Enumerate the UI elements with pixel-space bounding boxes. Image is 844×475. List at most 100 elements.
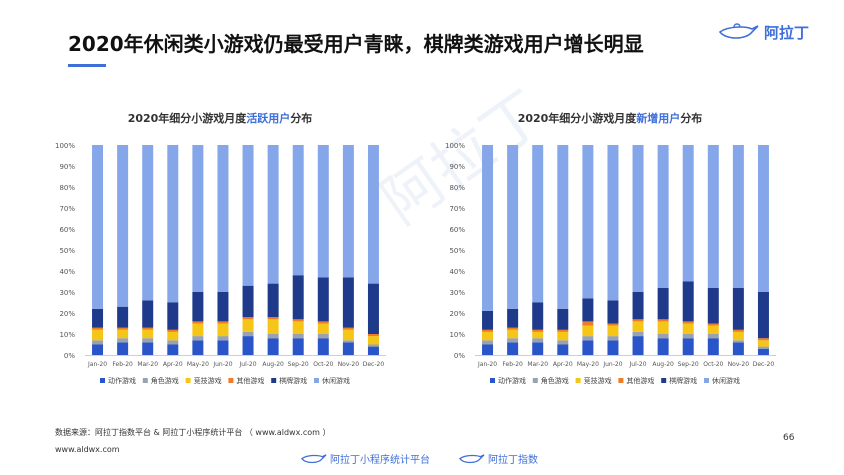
bar-segment-action — [342, 342, 354, 355]
page-title: 2020年休闲类小游戏仍最受用户青睐，棋牌类游戏用户增长明显 — [68, 32, 644, 56]
legend-swatch-casual — [314, 378, 319, 383]
bar-segment-other — [317, 321, 329, 324]
bar-segment-other — [532, 329, 544, 332]
x-tick-label: Mar-20 — [137, 361, 158, 368]
bar-segment-casual — [582, 145, 594, 299]
bar-segment-sports — [707, 325, 719, 334]
x-tick-label: May-20 — [187, 361, 209, 368]
bar-segment-casual — [557, 145, 569, 309]
bar-segment-board — [117, 306, 129, 328]
x-tick-label: May-20 — [577, 361, 599, 368]
chart-title: 2020年细分小游戏月度活跃用户分布 — [128, 111, 313, 125]
y-tick-label: 0% — [454, 352, 465, 360]
bar-segment-other — [267, 317, 279, 320]
bar-segment-role — [342, 340, 354, 343]
y-tick-label: 60% — [59, 226, 75, 234]
bar-segment-board — [682, 281, 694, 322]
y-tick-label: 100% — [55, 142, 75, 150]
bar-segment-board — [192, 292, 204, 322]
bar-segment-sports — [757, 340, 769, 347]
legend-label: 动作游戏 — [498, 376, 526, 385]
page-number: 66 — [783, 433, 795, 443]
lamp-icon — [718, 23, 759, 39]
bar-segment-other — [657, 319, 669, 322]
bar-segment-role — [682, 334, 694, 339]
bar-segment-sports — [482, 331, 494, 341]
chart-title-highlight: 活跃用户 — [246, 111, 290, 125]
x-tick-label: Sep-20 — [678, 361, 699, 368]
bar-segment-action — [657, 338, 669, 355]
footer-logo-1-text: 阿拉丁小程序统计平台 — [330, 455, 430, 466]
bar-segment-other — [167, 329, 179, 332]
bar-segment-board — [582, 298, 594, 322]
y-tick-label: 80% — [59, 184, 75, 192]
chart-title-suffix: 分布 — [290, 111, 312, 125]
chart-title-prefix: 2020年细分小游戏月度 — [128, 111, 248, 125]
bar-segment-role — [582, 336, 594, 341]
bar-segment-action — [242, 336, 254, 355]
bar-segment-sports — [732, 331, 744, 341]
bar-segment-other — [117, 327, 129, 330]
bar-segment-casual — [142, 145, 154, 301]
bar-segment-casual — [732, 145, 744, 288]
new-users-chart: 2020年细分小游戏月度新增用户分布 0% 10% 20% 30% 40% 50% 60% 70… — [420, 100, 820, 400]
bar-segment-sports — [292, 321, 304, 334]
bar-segment-action — [582, 340, 594, 355]
y-tick-label: 50% — [449, 247, 465, 255]
bar-segment-board — [167, 302, 179, 330]
x-tick-label: Dec-20 — [753, 361, 775, 368]
new-users-chart-svg: 2020年细分小游戏月度新增用户分布 0% 10% 20% 30% 40% 50% 60% 70… — [445, 111, 776, 385]
legend-label: 棋牌游戏 — [279, 376, 307, 385]
bar-segment-role — [92, 340, 104, 345]
y-tick-label: 20% — [449, 310, 465, 318]
bar-segment-casual — [117, 145, 129, 307]
x-tick-label: Oct-20 — [703, 361, 723, 368]
bar-segment-board — [342, 277, 354, 328]
footer-logo-index: 阿拉丁指数 — [458, 450, 538, 468]
bar-segment-other — [682, 321, 694, 324]
x-tick-label: Jun-20 — [602, 361, 622, 368]
x-tick-label: Apr-20 — [163, 361, 183, 368]
bar-segment-other — [242, 317, 254, 320]
bar-segment-action — [632, 336, 644, 355]
legend-label: 其他游戏 — [626, 376, 654, 385]
legend-swatch-board — [271, 378, 277, 383]
legend-label: 竞技游戏 — [584, 376, 612, 385]
bar-segment-casual — [707, 145, 719, 288]
bar-segment-sports — [557, 331, 569, 341]
y-tick-label: 80% — [449, 184, 465, 192]
bar-segment-other — [582, 321, 594, 326]
brand-logo: 阿拉丁 — [718, 18, 838, 46]
bar-segment-action — [557, 344, 569, 355]
bar-segment-sports — [242, 319, 254, 332]
bar-segment-board — [92, 308, 104, 328]
bar-segment-role — [607, 336, 619, 341]
bar-segment-casual — [342, 145, 354, 278]
bar-segment-action — [757, 348, 769, 355]
legend-label: 休闲游戏 — [322, 376, 350, 385]
website-url[interactable]: www.aldwx.com — [55, 445, 120, 454]
bar-segment-role — [757, 346, 769, 349]
data-source: 数据来源：阿拉丁指数平台 & 阿拉丁小程序统计平台 （ www.aldwx.co… — [55, 428, 331, 437]
legend-swatch-role — [532, 378, 538, 383]
bar-segment-role — [317, 334, 329, 339]
y-tick-label: 100% — [445, 142, 465, 150]
legend-label: 棋牌游戏 — [669, 376, 697, 385]
bar-segment-board — [557, 308, 569, 330]
bar-segment-other — [292, 319, 304, 322]
legend-swatch-role — [142, 378, 148, 383]
bar-segment-role — [367, 344, 379, 347]
chart-title-prefix: 2020年细分小游戏月度 — [518, 111, 638, 125]
bar-segment-other — [92, 327, 104, 330]
footer-logo-2-text: 阿拉丁指数 — [488, 455, 538, 466]
bar-segment-other — [757, 338, 769, 341]
bar-segment-role — [117, 338, 129, 343]
bar-segment-action — [92, 344, 104, 355]
legend-label: 动作游戏 — [108, 376, 136, 385]
bar-segment-board — [367, 283, 379, 334]
bar-segment-casual — [292, 145, 304, 276]
y-tick-label: 70% — [449, 205, 465, 213]
bar-segment-sports — [192, 323, 204, 337]
bar-segment-action — [292, 338, 304, 355]
bar-segment-casual — [607, 145, 619, 301]
